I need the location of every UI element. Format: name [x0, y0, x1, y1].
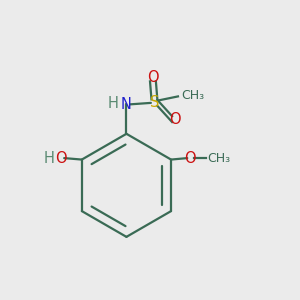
Text: N: N — [121, 97, 132, 112]
Text: H: H — [44, 151, 54, 166]
Text: S: S — [150, 95, 159, 110]
Text: CH₃: CH₃ — [207, 152, 230, 165]
Text: O: O — [56, 151, 67, 166]
Text: O: O — [147, 70, 159, 86]
Text: O: O — [184, 151, 196, 166]
Text: H: H — [108, 96, 118, 111]
Text: O: O — [169, 112, 181, 127]
Text: CH₃: CH₃ — [181, 89, 204, 102]
